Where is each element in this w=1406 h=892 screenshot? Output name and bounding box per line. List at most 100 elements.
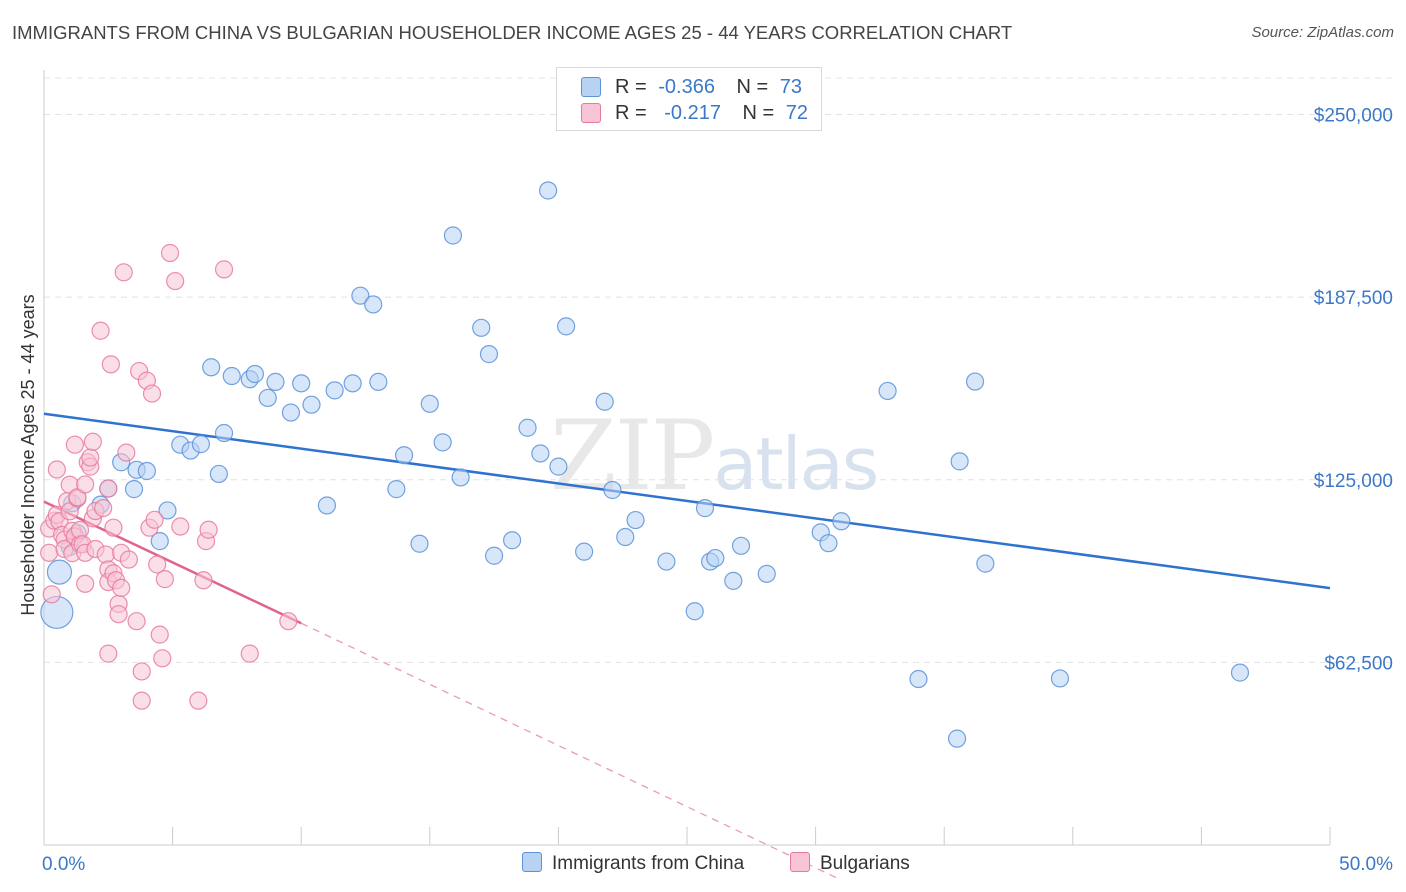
point-china <box>947 729 967 748</box>
point-bulgarians <box>194 571 213 590</box>
trend-line-china <box>43 412 1331 590</box>
point-china <box>503 531 522 550</box>
axes <box>43 70 1331 846</box>
point-bulgarians <box>81 448 100 467</box>
point-china <box>976 554 995 573</box>
point-china <box>387 480 406 499</box>
point-bulgarians <box>112 578 131 597</box>
point-china <box>657 552 676 571</box>
point-bulgarians <box>76 574 95 593</box>
point-china <box>158 501 177 520</box>
point-china <box>531 444 550 463</box>
point-china <box>549 457 568 476</box>
point-bulgarians <box>153 649 172 668</box>
y-tick-labels: $62,500 $125,000 $187,500 $250,000 <box>1314 106 1393 675</box>
point-bulgarians <box>99 479 118 498</box>
point-china <box>518 418 537 437</box>
point-china <box>281 403 301 422</box>
point-china <box>695 499 715 518</box>
y-axis-title: Householder Income Ages 25 - 44 years <box>18 294 38 615</box>
point-china <box>202 358 221 377</box>
point-china <box>1230 663 1250 682</box>
point-bulgarians <box>160 243 180 263</box>
point-bulgarians <box>99 644 118 663</box>
y-tick-label: $250,000 <box>1314 106 1393 127</box>
trend-lines <box>43 412 1331 881</box>
point-china <box>950 452 969 471</box>
legend-r-bulgarians: -0.217 <box>664 102 721 124</box>
chart-source: Source: ZipAtlas.com <box>1251 24 1394 41</box>
watermark-atlas: atlas <box>713 422 879 506</box>
legend-r-china: -0.366 <box>658 76 715 98</box>
point-bulgarians <box>132 662 151 681</box>
point-china <box>539 181 558 200</box>
point-china <box>451 468 470 487</box>
point-china <box>575 542 594 561</box>
point-bulgarians <box>148 555 167 574</box>
point-bulgarians <box>40 543 59 562</box>
y-tick-label: $187,500 <box>1314 288 1393 309</box>
point-china <box>317 496 337 515</box>
point-bulgarians <box>199 520 218 539</box>
point-china <box>343 374 362 393</box>
point-china <box>245 364 265 384</box>
data-points <box>40 181 1250 748</box>
point-bulgarians <box>94 499 113 518</box>
point-bulgarians <box>83 432 102 451</box>
point-china <box>485 546 504 565</box>
point-china <box>819 534 838 553</box>
point-bulgarians <box>145 510 164 529</box>
legend-text-bulgarians: R = -0.217 N = 72 <box>615 102 809 124</box>
bottom-legend-swatch-china <box>522 852 542 872</box>
stats-legend: R = -0.366 N = 73 R = -0.217 N = 72 <box>556 67 822 131</box>
point-china <box>364 295 383 314</box>
legend-swatch-bulgarians <box>581 103 601 123</box>
point-china <box>557 317 576 336</box>
point-china <box>351 286 370 305</box>
x-tick-labels: 0.0% 50.0% <box>42 854 1393 875</box>
point-bulgarians <box>127 612 146 631</box>
point-china <box>1050 669 1070 688</box>
point-bulgarians <box>76 475 95 494</box>
legend-text-china: R = -0.366 N = 73 <box>615 76 803 98</box>
point-china <box>433 433 452 452</box>
bottom-legend-china: Immigrants from China <box>522 852 744 875</box>
point-bulgarians <box>91 321 110 340</box>
bottom-legend-label-china: Immigrants from China <box>552 853 745 874</box>
legend-n-bulgarians: 72 <box>785 102 809 124</box>
point-china <box>724 571 743 590</box>
point-bulgarians <box>65 435 84 454</box>
point-bulgarians <box>132 691 151 710</box>
point-china <box>410 534 429 553</box>
point-china <box>595 392 614 411</box>
point-bulgarians <box>155 570 174 589</box>
point-china <box>214 423 234 443</box>
point-china <box>137 461 156 481</box>
point-bulgarians <box>104 518 123 537</box>
point-china <box>124 480 144 499</box>
point-bulgarians <box>42 585 61 604</box>
point-china <box>420 394 439 413</box>
y-tick-label: $62,500 <box>1324 653 1393 674</box>
point-china <box>626 510 645 530</box>
point-china <box>616 527 635 547</box>
point-bulgarians <box>171 517 190 536</box>
point-china <box>394 446 414 465</box>
point-china <box>258 388 277 408</box>
gridlines <box>44 77 1394 663</box>
point-bulgarians <box>114 263 133 282</box>
point-bulgarians <box>142 384 162 403</box>
point-china <box>292 374 311 393</box>
point-bulgarians <box>119 550 138 569</box>
point-china <box>832 512 851 531</box>
point-china <box>472 318 491 337</box>
legend-swatch-china <box>581 77 601 97</box>
point-bulgarians <box>166 271 185 291</box>
bottom-legend-bulgarians: Bulgarians <box>790 852 910 875</box>
point-china <box>150 532 169 551</box>
point-china <box>706 548 725 568</box>
point-china <box>965 372 985 391</box>
trend-line-bulgarians <box>43 500 302 625</box>
point-china <box>731 536 751 555</box>
